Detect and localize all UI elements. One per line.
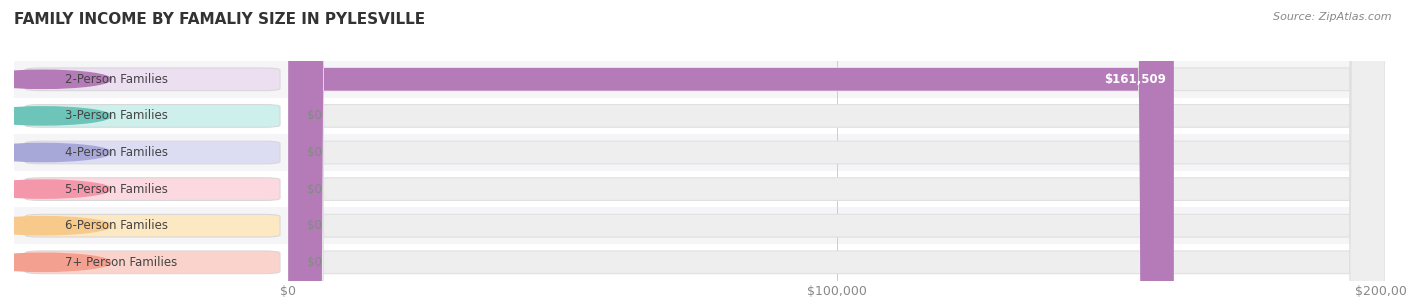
Text: $161,509: $161,509: [1104, 73, 1166, 86]
Bar: [288, 61, 1385, 98]
Bar: [288, 134, 1385, 171]
FancyBboxPatch shape: [25, 251, 280, 274]
Circle shape: [0, 253, 111, 271]
Text: $0: $0: [308, 146, 322, 159]
FancyBboxPatch shape: [288, 0, 1385, 305]
FancyBboxPatch shape: [25, 178, 280, 200]
FancyBboxPatch shape: [288, 0, 1385, 305]
Text: FAMILY INCOME BY FAMALIY SIZE IN PYLESVILLE: FAMILY INCOME BY FAMALIY SIZE IN PYLESVI…: [14, 12, 425, 27]
Bar: [288, 171, 1385, 207]
Bar: [288, 98, 1385, 134]
Circle shape: [0, 217, 111, 235]
Text: $0: $0: [308, 109, 322, 122]
FancyBboxPatch shape: [288, 0, 1385, 305]
Text: $0: $0: [308, 219, 322, 232]
Text: 7+ Person Families: 7+ Person Families: [65, 256, 177, 269]
FancyBboxPatch shape: [14, 98, 288, 134]
FancyBboxPatch shape: [14, 171, 288, 207]
FancyBboxPatch shape: [25, 214, 280, 237]
FancyBboxPatch shape: [288, 0, 1385, 305]
Text: 3-Person Families: 3-Person Families: [65, 109, 167, 122]
Text: 6-Person Families: 6-Person Families: [65, 219, 167, 232]
Text: $0: $0: [308, 256, 322, 269]
FancyBboxPatch shape: [25, 141, 280, 164]
FancyBboxPatch shape: [14, 244, 288, 281]
Text: 5-Person Families: 5-Person Families: [65, 183, 167, 196]
Text: 4-Person Families: 4-Person Families: [65, 146, 167, 159]
Text: Source: ZipAtlas.com: Source: ZipAtlas.com: [1274, 12, 1392, 22]
FancyBboxPatch shape: [14, 207, 288, 244]
Bar: [288, 207, 1385, 244]
Circle shape: [0, 143, 111, 162]
Circle shape: [0, 107, 111, 125]
FancyBboxPatch shape: [25, 68, 280, 91]
Text: 2-Person Families: 2-Person Families: [65, 73, 167, 86]
FancyBboxPatch shape: [288, 0, 1174, 305]
Circle shape: [0, 70, 111, 88]
Text: $0: $0: [308, 183, 322, 196]
FancyBboxPatch shape: [288, 0, 1385, 305]
Bar: [288, 244, 1385, 281]
FancyBboxPatch shape: [14, 134, 288, 171]
FancyBboxPatch shape: [14, 61, 288, 98]
FancyBboxPatch shape: [288, 0, 1385, 305]
Circle shape: [0, 180, 111, 198]
FancyBboxPatch shape: [25, 105, 280, 127]
